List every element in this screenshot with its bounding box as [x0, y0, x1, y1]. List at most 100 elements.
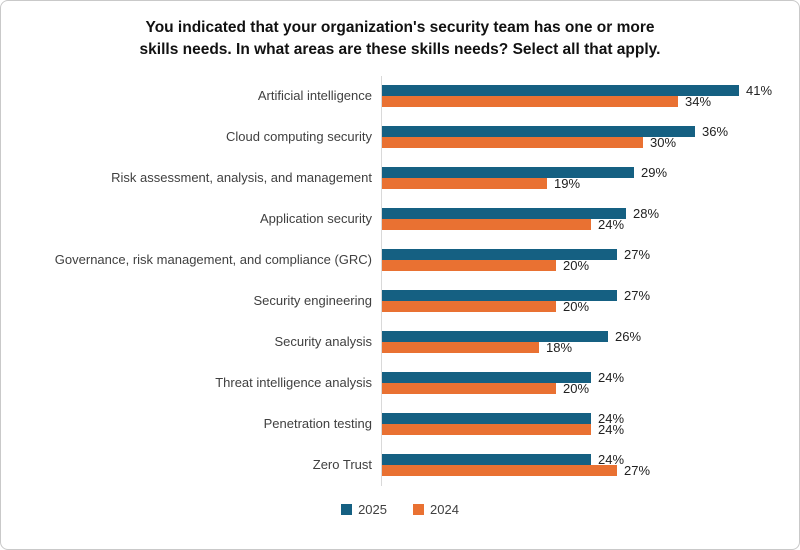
bar-2025: [382, 290, 617, 302]
bar-rows: Artificial intelligence 41% 34% Cloud compu…: [11, 76, 799, 486]
bar-2025: [382, 167, 634, 179]
value-label-2024: 20%: [563, 299, 590, 315]
bar-group: 27% 20%: [381, 247, 799, 274]
bar-2024: [382, 137, 643, 149]
legend-item-2024: 2024: [413, 502, 459, 517]
bar-line-2025: 28%: [382, 206, 799, 222]
bar-line-2024: 20%: [382, 299, 799, 315]
chart-legend: 2025 2024: [1, 502, 799, 517]
category-label: Risk assessment, analysis, and managemen…: [111, 169, 372, 185]
bar-2024: [382, 96, 678, 108]
category-row: Application security 28% 24%: [11, 199, 799, 240]
category-label: Governance, risk management, and complia…: [54, 251, 372, 267]
category-row: Governance, risk management, and complia…: [11, 240, 799, 281]
value-label-2025: 26%: [615, 329, 642, 345]
legend-swatch-2024: [413, 503, 424, 515]
value-label-2025: 27%: [624, 247, 651, 263]
category-row: Penetration testing 24% 24%: [11, 404, 799, 445]
legend-label-2025: 2025: [358, 501, 387, 517]
category-row: Threat intelligence analysis 24% 20%: [11, 363, 799, 404]
chart-title: You indicated that your organization's s…: [139, 19, 661, 59]
value-label-2025: 41%: [746, 83, 773, 99]
bar-line-2024: 18%: [382, 340, 799, 356]
legend-label-2024: 2024: [430, 501, 459, 517]
category-label: Cloud computing security: [226, 128, 372, 144]
bar-group: 29% 19%: [381, 165, 799, 192]
bar-group: 24% 20%: [381, 370, 799, 397]
value-label-2024: 27%: [624, 463, 651, 479]
vertical-axis-line: [381, 75, 382, 486]
bar-2025: [382, 126, 695, 138]
bar-2024: [382, 178, 547, 190]
bar-2025: [382, 208, 626, 220]
value-label-2024: 18%: [546, 340, 573, 356]
value-label-2024: 20%: [563, 381, 590, 397]
value-label-2024: 24%: [598, 217, 625, 233]
bar-2024: [382, 424, 591, 436]
value-label-2025: 29%: [641, 165, 668, 181]
category-label: Zero Trust: [312, 456, 372, 472]
bar-2024: [382, 342, 539, 354]
bar-line-2025: 27%: [382, 288, 799, 304]
bar-line-2024: 34%: [382, 94, 799, 110]
bar-line-2025: 36%: [382, 124, 799, 140]
category-row: Zero Trust 24% 27%: [11, 445, 799, 486]
bar-2024: [382, 383, 556, 395]
value-label-2025: 24%: [598, 411, 625, 427]
category-row: Risk assessment, analysis, and managemen…: [11, 158, 799, 199]
value-label-2025: 24%: [598, 452, 625, 468]
bar-line-2025: 26%: [382, 329, 799, 345]
legend-item-2025: 2025: [341, 502, 387, 517]
category-row: Security engineering 27% 20%: [11, 281, 799, 322]
legend-swatch-2025: [341, 503, 353, 515]
bar-line-2024: 20%: [382, 381, 799, 397]
bar-line-2024: 24%: [382, 217, 799, 233]
bar-line-2025: 27%: [382, 247, 799, 263]
value-label-2025: 36%: [702, 124, 729, 140]
bar-line-2025: 24%: [382, 411, 799, 427]
bar-group: 28% 24%: [381, 206, 799, 233]
category-label: Threat intelligence analysis: [215, 374, 372, 390]
category-label: Security engineering: [253, 292, 372, 308]
bar-line-2024: 27%: [382, 463, 799, 479]
bar-2025: [382, 249, 617, 261]
bar-group: 24% 24%: [381, 411, 799, 438]
bar-line-2025: 24%: [382, 452, 799, 468]
bar-2025: [382, 372, 591, 384]
bar-2024: [382, 465, 617, 477]
value-label-2024: 19%: [554, 176, 581, 192]
bar-2025: [382, 413, 591, 425]
value-label-2025: 27%: [624, 288, 651, 304]
bar-2025: [382, 454, 591, 466]
bar-group: 27% 20%: [381, 288, 799, 315]
category-label: Security analysis: [274, 333, 372, 349]
bar-line-2025: 41%: [382, 83, 799, 99]
bar-line-2024: 24%: [382, 422, 799, 438]
value-label-2024: 34%: [685, 94, 712, 110]
bar-line-2025: 24%: [382, 370, 799, 386]
bar-group: 26% 18%: [381, 329, 799, 356]
value-label-2025: 24%: [598, 370, 625, 386]
bar-2024: [382, 219, 591, 231]
bar-line-2025: 29%: [382, 165, 799, 181]
category-row: Security analysis 26% 18%: [11, 322, 799, 363]
value-label-2025: 28%: [633, 206, 660, 222]
category-label: Artificial intelligence: [257, 87, 372, 103]
value-label-2024: 30%: [650, 135, 677, 151]
bar-group: 36% 30%: [381, 124, 799, 151]
value-label-2024: 20%: [563, 258, 590, 274]
bar-2024: [382, 301, 556, 313]
bar-line-2024: 19%: [382, 176, 799, 192]
bar-2025: [382, 331, 608, 343]
bar-2025: [382, 85, 739, 97]
bar-line-2024: 30%: [382, 135, 799, 151]
category-row: Cloud computing security 36% 30%: [11, 117, 799, 158]
category-row: Artificial intelligence 41% 34%: [11, 76, 799, 117]
value-label-2024: 24%: [598, 422, 625, 438]
bar-group: 41% 34%: [381, 83, 799, 110]
category-label: Penetration testing: [263, 415, 372, 431]
category-label: Application security: [260, 210, 372, 226]
bar-2024: [382, 260, 556, 272]
bar-group: 24% 27%: [381, 452, 799, 479]
